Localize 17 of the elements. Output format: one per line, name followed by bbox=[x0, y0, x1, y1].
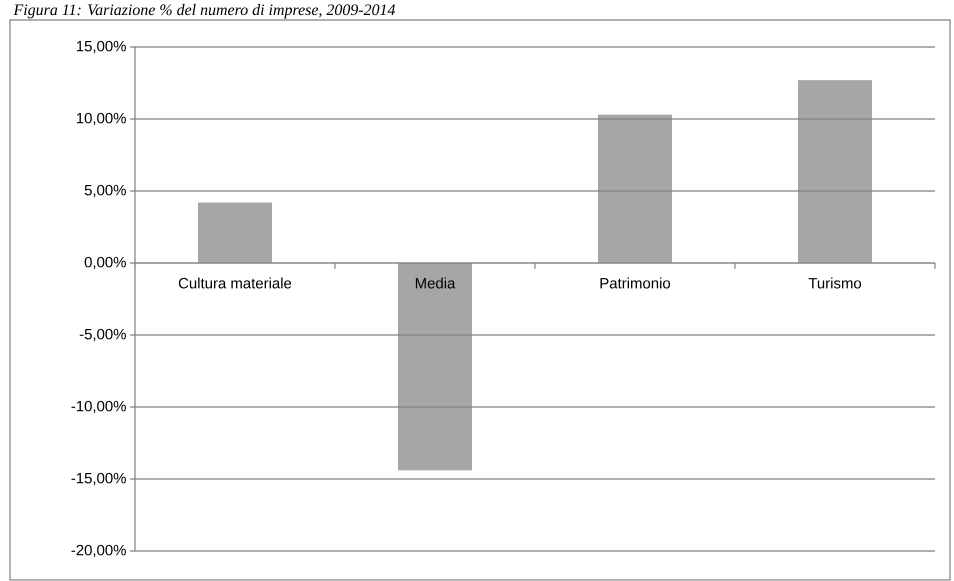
bar bbox=[398, 263, 472, 471]
x-tick-label: Media bbox=[416, 278, 456, 289]
y-tick-label: 0,00% bbox=[84, 257, 126, 270]
y-tick-label: -5,00% bbox=[80, 329, 126, 342]
bar bbox=[598, 114, 672, 264]
chart-title: Figura 11: Variazione % del numero di imprese, 2009-2014 bbox=[13, 4, 396, 19]
x-tick-label: Patrimonio bbox=[600, 278, 670, 289]
y-tick-label: 15,00% bbox=[76, 41, 126, 54]
y-tick-label: 5,00% bbox=[84, 185, 126, 198]
y-tick-label: -20,00% bbox=[71, 545, 126, 558]
y-tick-label: 10,00% bbox=[76, 113, 126, 126]
bar bbox=[798, 80, 872, 264]
y-tick-label: -15,00% bbox=[71, 473, 126, 486]
y-tick-label: -10,00% bbox=[71, 401, 126, 414]
bar bbox=[198, 202, 272, 264]
x-tick-label: Cultura materiale bbox=[178, 278, 292, 289]
x-tick-label: Turismo bbox=[808, 278, 862, 289]
